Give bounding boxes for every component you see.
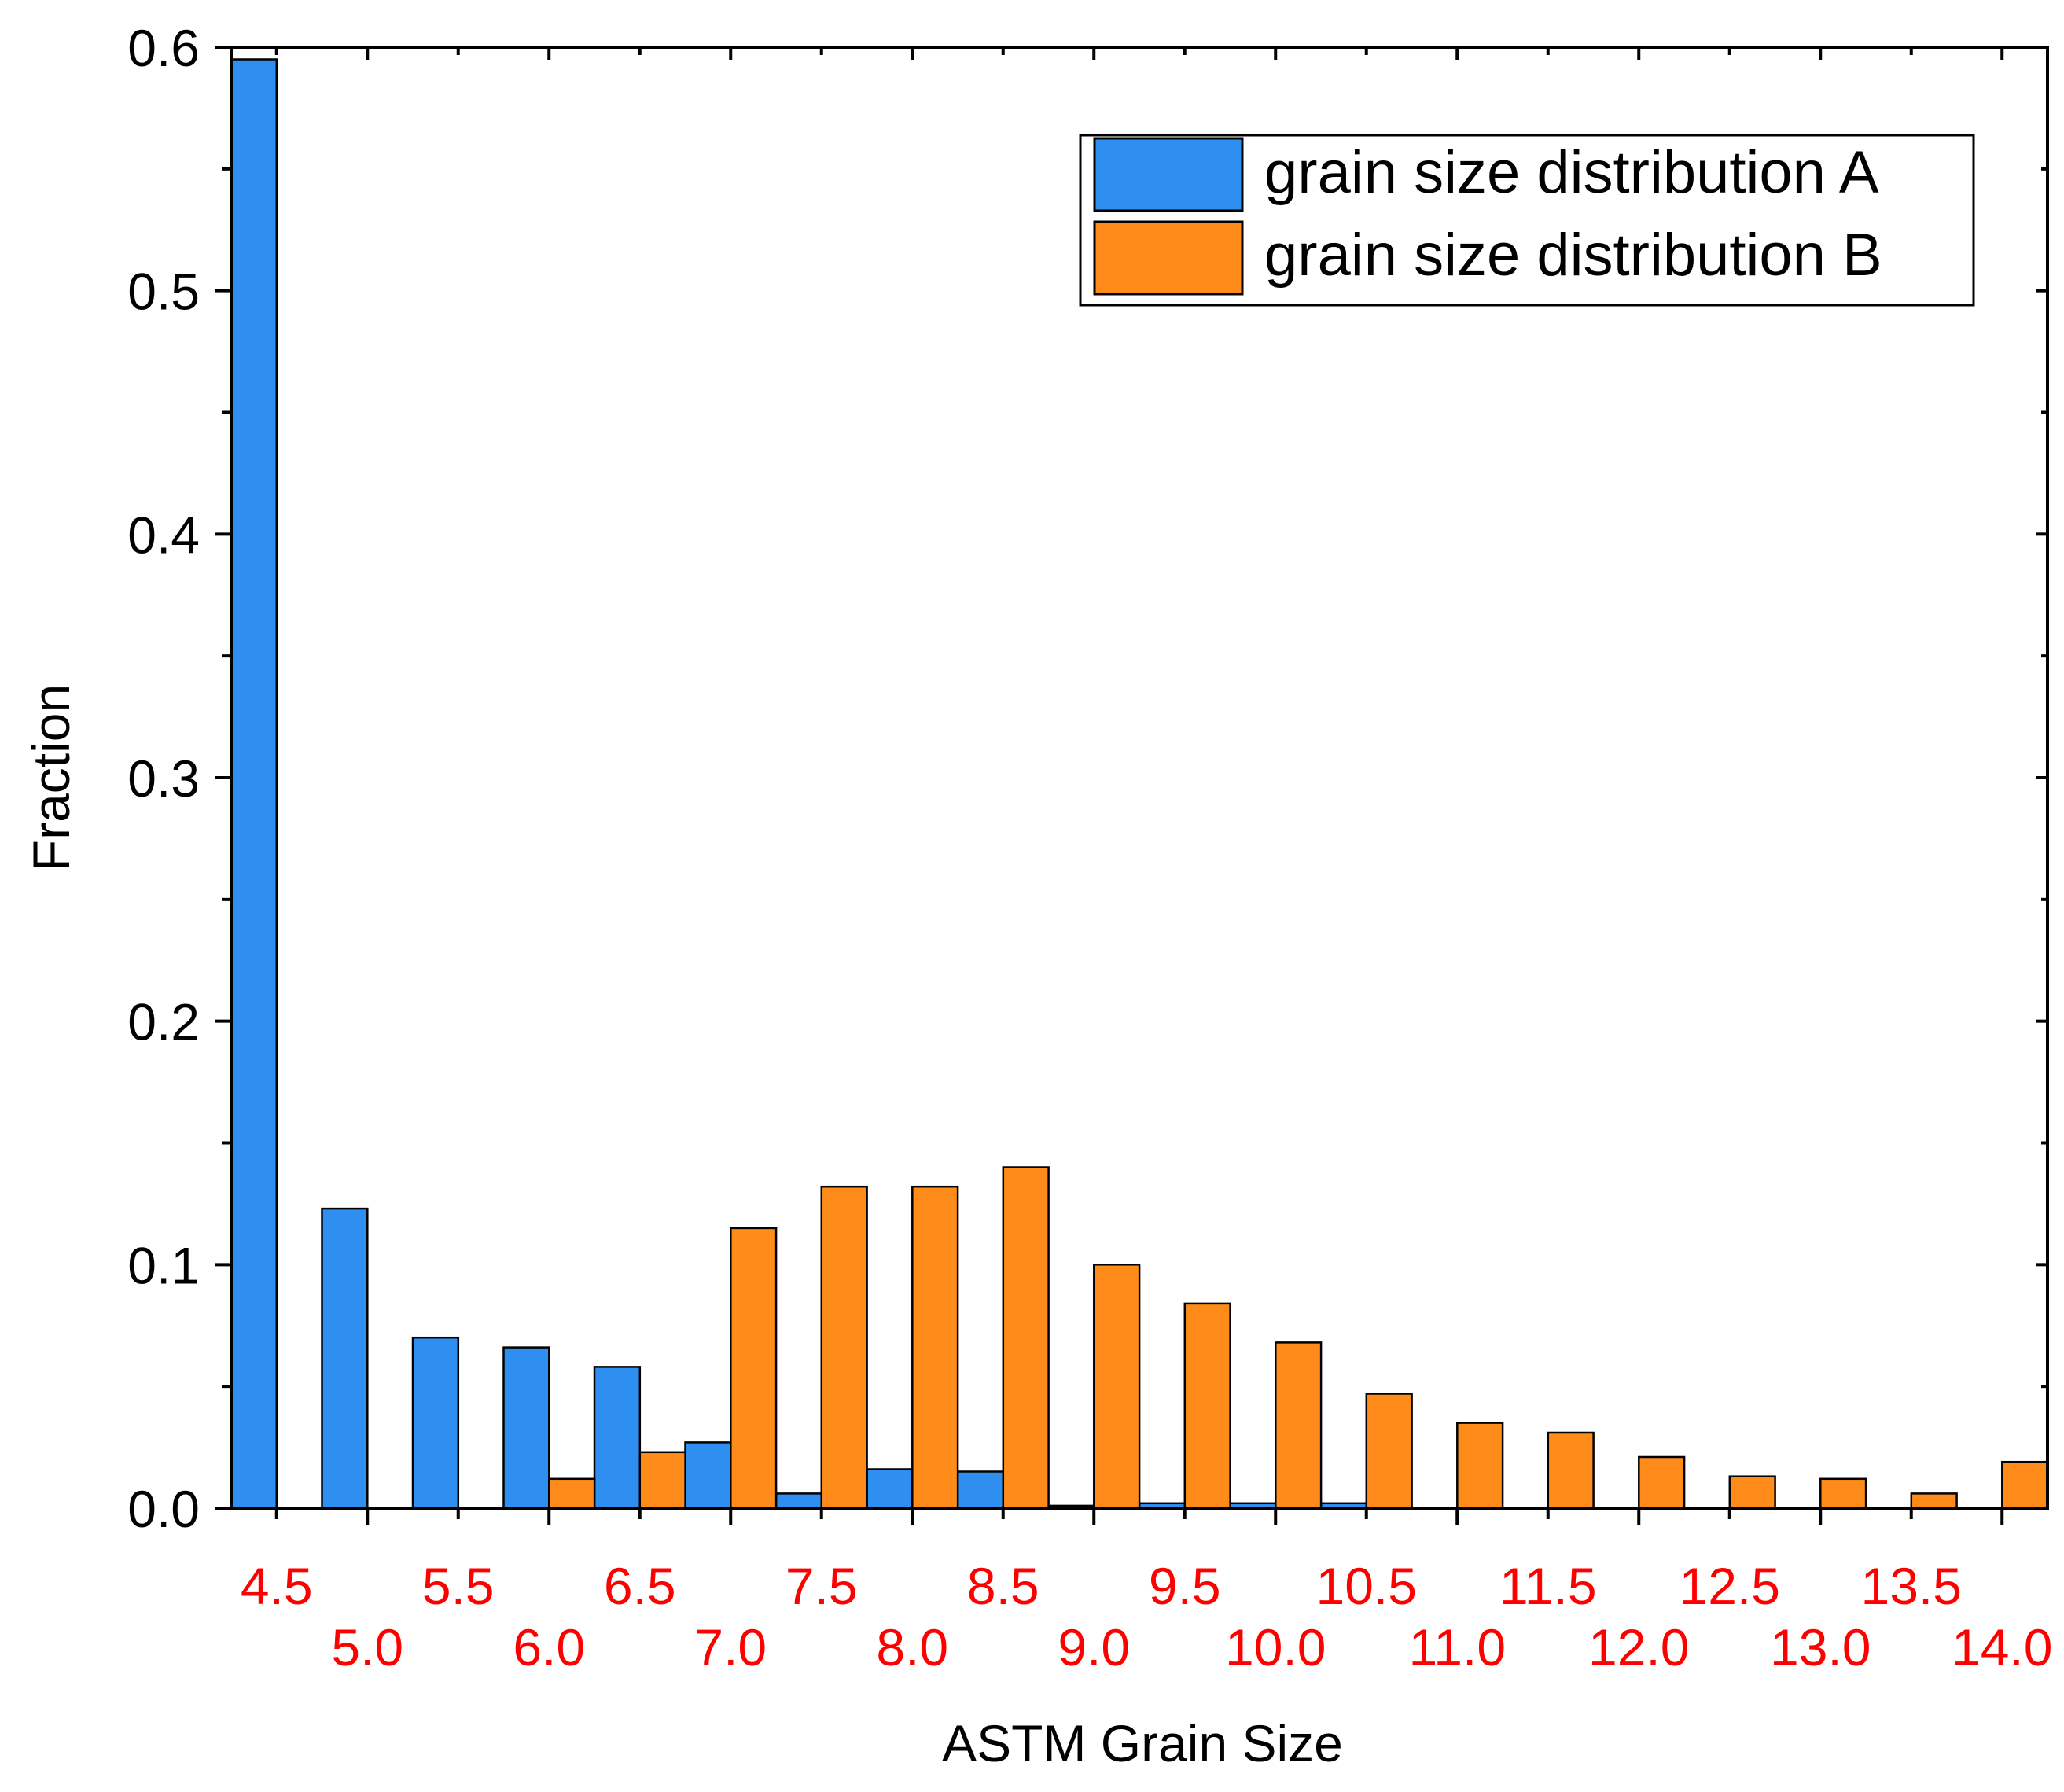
bar-b-7.5	[820, 1185, 868, 1510]
x-tick-label: 8.5	[967, 1557, 1039, 1615]
bar-a-5.5	[411, 1336, 460, 1510]
bar-a-4.5	[230, 58, 278, 1510]
y-tick-label: 0.4	[127, 506, 200, 564]
bar-b-9.5	[1183, 1302, 1231, 1510]
bar-b-7.0	[730, 1227, 778, 1510]
bar-b-11.5	[1547, 1431, 1595, 1510]
x-tick-label: 8.0	[876, 1618, 948, 1676]
x-tick-label: 11.5	[1499, 1557, 1597, 1615]
legend-swatch-a	[1093, 137, 1244, 212]
y-tick-label: 0.1	[127, 1236, 200, 1294]
bar-a-6.0	[502, 1346, 550, 1510]
x-tick-label: 7.5	[785, 1557, 858, 1615]
bar-b-13.5	[1910, 1492, 1958, 1510]
bar-b-6.5	[638, 1451, 686, 1510]
y-tick-label: 0.6	[127, 19, 200, 77]
y-axis-label: Fraction	[22, 684, 80, 871]
bar-b-12.0	[1638, 1455, 1686, 1510]
bar-a-5.0	[321, 1207, 369, 1510]
x-tick-label: 12.0	[1588, 1618, 1689, 1676]
bar-b-8.5	[1002, 1166, 1050, 1510]
bar-a-7.0	[684, 1441, 732, 1510]
x-axis-label: ASTM Grain Size	[942, 1714, 1343, 1772]
bar-b-6.0	[548, 1477, 596, 1510]
x-tick-label: 5.5	[422, 1557, 495, 1615]
x-tick-label: 6.5	[604, 1557, 676, 1615]
bar-b-12.5	[1728, 1475, 1776, 1510]
x-tick-label: 13.0	[1770, 1618, 1871, 1676]
bar-b-11.0	[1456, 1422, 1504, 1510]
bar-b-14.0	[2001, 1460, 2049, 1510]
legend-label-a: grain size distribution A	[1264, 139, 1879, 206]
bar-b-8.0	[911, 1185, 959, 1510]
x-tick-label: 12.5	[1680, 1557, 1780, 1615]
x-tick-label: 10.5	[1316, 1557, 1417, 1615]
bar-b-13.0	[1819, 1477, 1867, 1510]
bar-a-7.5	[774, 1492, 823, 1510]
x-tick-label: 5.0	[331, 1618, 403, 1676]
legend-label-b: grain size distribution B	[1264, 222, 1882, 289]
x-tick-label: 10.0	[1225, 1618, 1326, 1676]
x-tick-label: 9.5	[1149, 1557, 1221, 1615]
bar-a-6.5	[593, 1366, 642, 1510]
x-tick-label: 6.0	[513, 1618, 585, 1676]
y-tick-label: 0.2	[127, 993, 200, 1051]
y-tick-label: 0.3	[127, 749, 200, 808]
x-axis: 4.5 5.0 5.5 6.0 6.5 7.0 7.5 8.0 8.5 9.0 9.510.010.…	[241, 47, 2052, 1676]
y-tick-label: 0.5	[127, 263, 200, 321]
x-tick-label: 7.0	[694, 1618, 767, 1676]
y-axis: 0.0 0.1 0.2 0.3 0.4 0.5 0.6	[127, 19, 2047, 1538]
x-tick-label: 11.0	[1408, 1618, 1506, 1676]
bar-b-10.0	[1275, 1341, 1323, 1510]
x-tick-label: 9.0	[1058, 1618, 1130, 1676]
bar-a-8.5	[956, 1470, 1005, 1510]
x-tick-label: 4.5	[241, 1557, 313, 1615]
bar-b-9.0	[1093, 1264, 1141, 1510]
bar-b-10.5	[1365, 1393, 1413, 1510]
x-tick-label: 13.5	[1861, 1557, 1962, 1615]
bar-a-8.0	[866, 1468, 914, 1510]
x-tick-label: 14.0	[1952, 1618, 2052, 1676]
legend-swatch-b	[1093, 220, 1244, 296]
legend: grain size distribution A grain size dis…	[1079, 134, 1975, 307]
y-tick-label: 0.0	[127, 1480, 200, 1538]
